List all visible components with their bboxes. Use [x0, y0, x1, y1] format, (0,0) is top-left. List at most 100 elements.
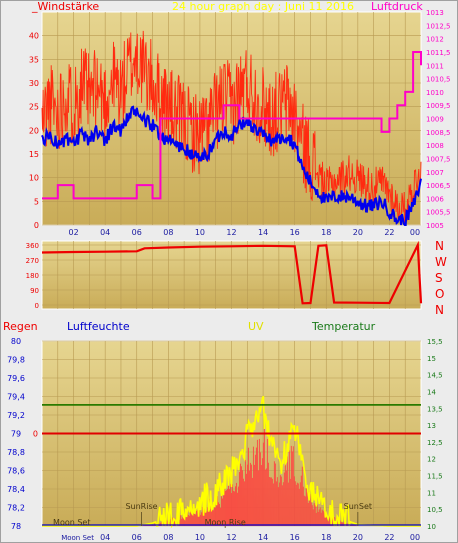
bottom-x-ticks: Moon Set 04 06 08 10 12 14 16 18 20 22 00	[61, 533, 420, 542]
humidity-tick-label: 78	[11, 522, 21, 531]
pressure-axis-ticks: 1005 1005,5 1006 1006,5 1007 1007,5 1008 1008,5…	[426, 9, 451, 230]
pressure-tick-label: 1007,5	[426, 155, 451, 163]
wind-tick-label: 35	[29, 55, 39, 64]
humidity-tick-label: 78,2	[7, 504, 25, 513]
bottom-x-tick-label: 16	[290, 533, 300, 542]
pressure-tick-label: 1010,5	[426, 76, 451, 84]
temperature-axis-ticks: 10 10,5 11 11,5 12 12,5 13 13,5 14 14,5 15 15,5	[427, 338, 443, 531]
pressure-tick-label: 1010	[426, 89, 444, 97]
pressure-tick-label: 1012	[426, 36, 444, 44]
bottom-x-tick-label: 00	[410, 533, 420, 542]
wind-tick-label: 25	[29, 103, 39, 112]
humidity-tick-label: 79,2	[7, 411, 25, 420]
bottom-x-tick-label: 04	[100, 533, 110, 542]
pressure-tick-label: 1009,5	[426, 102, 451, 110]
temperature-tick-label: 11	[427, 489, 436, 497]
bottom-x-tick-label: 12	[226, 533, 236, 542]
top-x-tick-label: 02	[68, 228, 78, 237]
pressure-tick-label: 1008,5	[426, 129, 451, 137]
graph-title: 24 hour graph day : Juni 11 2016	[172, 0, 354, 13]
temperature-tick-label: 12	[427, 456, 436, 464]
compass-n2: N	[435, 303, 444, 317]
bottom-x-tick-label: 22	[384, 533, 394, 542]
rain-title: Regen	[3, 320, 38, 333]
top-x-tick-label: 10	[195, 228, 205, 237]
astro-annotations: Moon Set SunRise Moon Rise SunSet	[53, 502, 372, 528]
direction-tick-label: 0	[35, 302, 39, 310]
bottom-series	[42, 395, 421, 529]
direction-axis-ticks: 0 90 180 270 360	[26, 242, 39, 310]
humidity-tick-label: 78,4	[7, 485, 25, 494]
pressure-tick-label: 1012,5	[426, 22, 451, 30]
top-x-tick-label: 04	[100, 228, 110, 237]
pressure-tick-label: 1007	[426, 169, 444, 177]
rain-value-label: 0	[33, 430, 38, 439]
compass-s: S	[435, 271, 443, 285]
top-x-tick-label: 00	[410, 228, 420, 237]
direction-tick-label: 270	[26, 257, 39, 265]
temperature-tick-label: 14,5	[427, 372, 443, 380]
wind-average-line	[41, 105, 422, 226]
pressure-tick-label: 1011	[426, 62, 444, 70]
astro-label: SunRise	[125, 502, 157, 511]
bottom-x-tick-label: 14	[258, 533, 268, 542]
pressure-tick-label: 1005,5	[426, 209, 451, 217]
humidity-tick-label: 79	[11, 430, 21, 439]
pressure-tick-label: 1005	[426, 222, 444, 230]
humidity-tick-label: 79,6	[7, 374, 25, 383]
pressure-tick-label: 1006	[426, 195, 444, 203]
mid-grid	[42, 241, 421, 309]
wind-tick-label: 0	[34, 221, 39, 230]
wind-gust-line	[41, 30, 422, 226]
temperature-tick-label: 15,5	[427, 338, 443, 346]
pressure-line	[42, 50, 422, 200]
humidity-title: Luftfeuchte	[67, 320, 130, 333]
bottom-x-tick-label: 08	[163, 533, 173, 542]
wind-tick-label: 5	[34, 197, 39, 206]
temperature-tick-label: 11,5	[427, 473, 443, 481]
top-x-tick-label: 22	[384, 228, 394, 237]
temperature-tick-label: 15	[427, 355, 436, 363]
compass-w: W	[435, 255, 447, 269]
compass-o: O	[435, 287, 444, 301]
humidity-tick-label: 80	[11, 337, 21, 346]
bottom-x-tick-label: 06	[132, 533, 142, 542]
compass-labels: N W S O N	[435, 239, 447, 317]
temperature-tick-label: 14	[427, 388, 436, 396]
direction-tick-label: 90	[30, 287, 39, 295]
top-series	[41, 30, 422, 226]
uv-title: UV	[248, 320, 264, 333]
wind-tick-label: 15	[29, 150, 39, 159]
humidity-tick-label: 79,4	[7, 393, 25, 402]
rain-axis-ticks: 78 78,2 78,4 78,6 78,8 79 79,2 79,4 79,6 79,8 80 0	[7, 337, 38, 531]
astro-label: Moon Rise	[205, 518, 246, 527]
temperature-tick-label: 13,5	[427, 405, 443, 413]
wind-tick-label: 40	[29, 32, 39, 41]
bottom-x-tick-label: 20	[353, 533, 363, 542]
wind-axis-ticks: 0 5 10 15 20 25 30 35 40	[29, 32, 39, 230]
wind-tick-label: 10	[29, 174, 39, 183]
top-x-tick-label: 18	[321, 228, 331, 237]
wind-tick-label: 20	[29, 126, 39, 135]
humidity-tick-label: 78,8	[7, 448, 25, 457]
direction-tick-label: 180	[26, 272, 39, 280]
pressure-tick-label: 1011,5	[426, 49, 451, 57]
top-x-ticks: 02 04 06 08 10 12 14 16 18 20 22 00	[68, 228, 420, 237]
temperature-tick-label: 10	[427, 523, 436, 531]
humidity-tick-label: 79,8	[7, 356, 25, 365]
mid-series	[41, 240, 423, 305]
pressure-title: Luftdruck	[371, 0, 423, 13]
top-x-tick-label: 06	[132, 228, 142, 237]
direction-tick-label: 360	[26, 242, 39, 250]
temperature-title: Temperatur	[311, 320, 376, 333]
wind-direction-line	[41, 240, 423, 305]
top-x-tick-label: 08	[163, 228, 173, 237]
humidity-tick-label: 78,6	[7, 467, 25, 476]
bottom-x-tick-label: 10	[195, 533, 205, 542]
wind-title: _Windstärke	[31, 0, 99, 13]
pressure-tick-label: 1006,5	[426, 182, 451, 190]
astro-label: Moon Set	[53, 518, 90, 527]
top-x-tick-label: 20	[353, 228, 363, 237]
astro-label: SunSet	[344, 502, 372, 511]
bottom-x-tick-label: Moon Set	[61, 534, 94, 542]
